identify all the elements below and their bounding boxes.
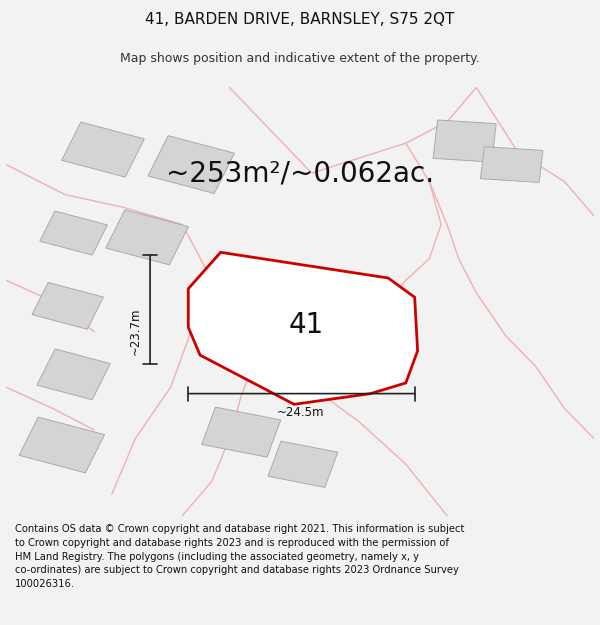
- Polygon shape: [40, 211, 107, 255]
- Text: ~24.5m: ~24.5m: [276, 406, 324, 419]
- Polygon shape: [224, 304, 293, 350]
- Polygon shape: [199, 255, 272, 306]
- Text: Contains OS data © Crown copyright and database right 2021. This information is : Contains OS data © Crown copyright and d…: [15, 524, 464, 589]
- Polygon shape: [62, 122, 145, 177]
- Polygon shape: [106, 210, 188, 265]
- Polygon shape: [188, 253, 418, 404]
- Text: ~253m²/~0.062ac.: ~253m²/~0.062ac.: [166, 159, 434, 187]
- Text: 41: 41: [288, 311, 323, 339]
- Polygon shape: [32, 282, 103, 329]
- Polygon shape: [433, 120, 496, 162]
- Polygon shape: [19, 417, 104, 473]
- Polygon shape: [268, 441, 338, 488]
- Polygon shape: [37, 349, 110, 400]
- Text: Map shows position and indicative extent of the property.: Map shows position and indicative extent…: [120, 52, 480, 65]
- Text: ~23.7m: ~23.7m: [129, 308, 142, 355]
- Polygon shape: [202, 407, 281, 457]
- Text: 41, BARDEN DRIVE, BARNSLEY, S75 2QT: 41, BARDEN DRIVE, BARNSLEY, S75 2QT: [145, 12, 455, 27]
- Polygon shape: [148, 136, 235, 194]
- Polygon shape: [481, 147, 543, 182]
